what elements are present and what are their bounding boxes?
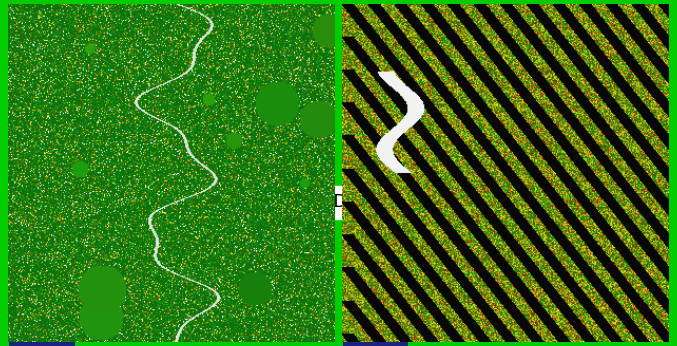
Text: US GEOLOGICAL
    SURVEY: US GEOLOGICAL SURVEY — [406, 178, 610, 272]
Text: 2009: 2009 — [349, 324, 403, 343]
Text: SC4DBI2: SC4DBI2 — [299, 193, 378, 211]
Text: 2008: 2008 — [15, 324, 69, 343]
Text: US GEOLOGICAL
    SURVEY: US GEOLOGICAL SURVEY — [67, 178, 271, 272]
